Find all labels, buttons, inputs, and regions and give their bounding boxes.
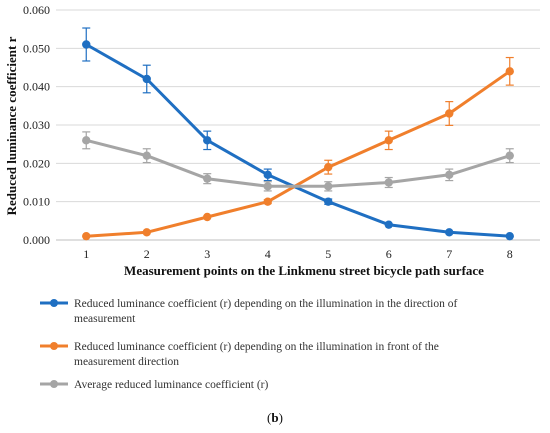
data-point [505, 231, 514, 241]
axis-layer: 0.000 0.010 0.020 0.030 0.040 0.050 0.060 1 2 3 4 5… [23, 3, 513, 261]
data-point [203, 136, 212, 145]
figure-caption: (b) [267, 410, 283, 425]
y-tick-label: 0.060 [23, 3, 50, 17]
data-point [505, 151, 514, 160]
legend-marker [50, 342, 58, 350]
data-point [142, 74, 151, 84]
data-point [384, 220, 393, 229]
data-point [82, 40, 91, 49]
x-tick-label: 8 [507, 247, 513, 261]
legend-label-line: Reduced luminance coefficient (r) depend… [74, 298, 457, 310]
y-tick-label: 0.020 [23, 156, 50, 170]
grid-layer [56, 9, 540, 241]
data-point [263, 182, 272, 191]
legend-item-2: Reduced luminance coefficient (r) depend… [40, 341, 439, 368]
legend-marker [50, 380, 58, 388]
x-tick-label: 5 [325, 247, 331, 261]
series-layer [82, 27, 514, 241]
legend-label-line: measurement [74, 313, 136, 325]
y-tick-label: 0.010 [23, 195, 50, 209]
series-3 [82, 131, 514, 192]
legend-label: Reduced luminance coefficient (r) depend… [74, 298, 457, 325]
data-point [445, 170, 454, 180]
x-axis-title: Measurement points on the Linkmenu stree… [124, 263, 484, 278]
series-line [84, 138, 512, 188]
data-point [384, 136, 393, 145]
data-point [82, 231, 91, 241]
legend-label: Average reduced luminance coefficient (r… [74, 379, 268, 391]
legend-label-line: Reduced luminance coefficient (r) depend… [74, 341, 439, 353]
y-tick-label: 0.040 [23, 80, 50, 94]
legend-marker [50, 299, 58, 307]
caption-letter: b [271, 410, 278, 425]
series-1 [82, 27, 514, 241]
y-tick-label: 0.030 [23, 118, 50, 132]
legend-item-3: Average reduced luminance coefficient (r… [40, 379, 268, 391]
caption-close-paren: ) [279, 410, 283, 425]
legend: Reduced luminance coefficient (r) depend… [40, 298, 457, 391]
data-point [384, 178, 393, 187]
data-point [263, 170, 272, 180]
legend-label: Reduced luminance coefficient (r) depend… [74, 341, 439, 368]
data-point [203, 212, 212, 222]
x-tick-label: 7 [446, 247, 452, 261]
data-point [445, 109, 454, 118]
data-point [142, 228, 151, 237]
legend-item-1: Reduced luminance coefficient (r) depend… [40, 298, 457, 325]
x-tick-label: 6 [386, 247, 392, 261]
data-point [263, 197, 272, 206]
legend-label-line: measurement direction [74, 356, 179, 368]
y-tick-label: 0.050 [23, 41, 50, 55]
y-axis-title: Reduced luminance coefficient r [4, 36, 19, 215]
series-2 [82, 56, 514, 241]
data-point [324, 162, 333, 172]
series-line [84, 69, 512, 238]
series-line [84, 43, 512, 238]
data-point [203, 174, 212, 183]
data-point [324, 182, 333, 191]
data-point [142, 151, 151, 160]
x-tick-label: 4 [265, 247, 271, 261]
data-point [505, 67, 514, 76]
x-tick-label: 3 [204, 247, 210, 261]
x-tick-label: 2 [144, 247, 150, 261]
data-point [324, 197, 333, 206]
caption-open-paren: ( [267, 410, 271, 425]
data-point [82, 136, 91, 145]
y-tick-label: 0.000 [23, 233, 50, 247]
data-point [445, 228, 454, 237]
x-tick-label: 1 [83, 247, 89, 261]
